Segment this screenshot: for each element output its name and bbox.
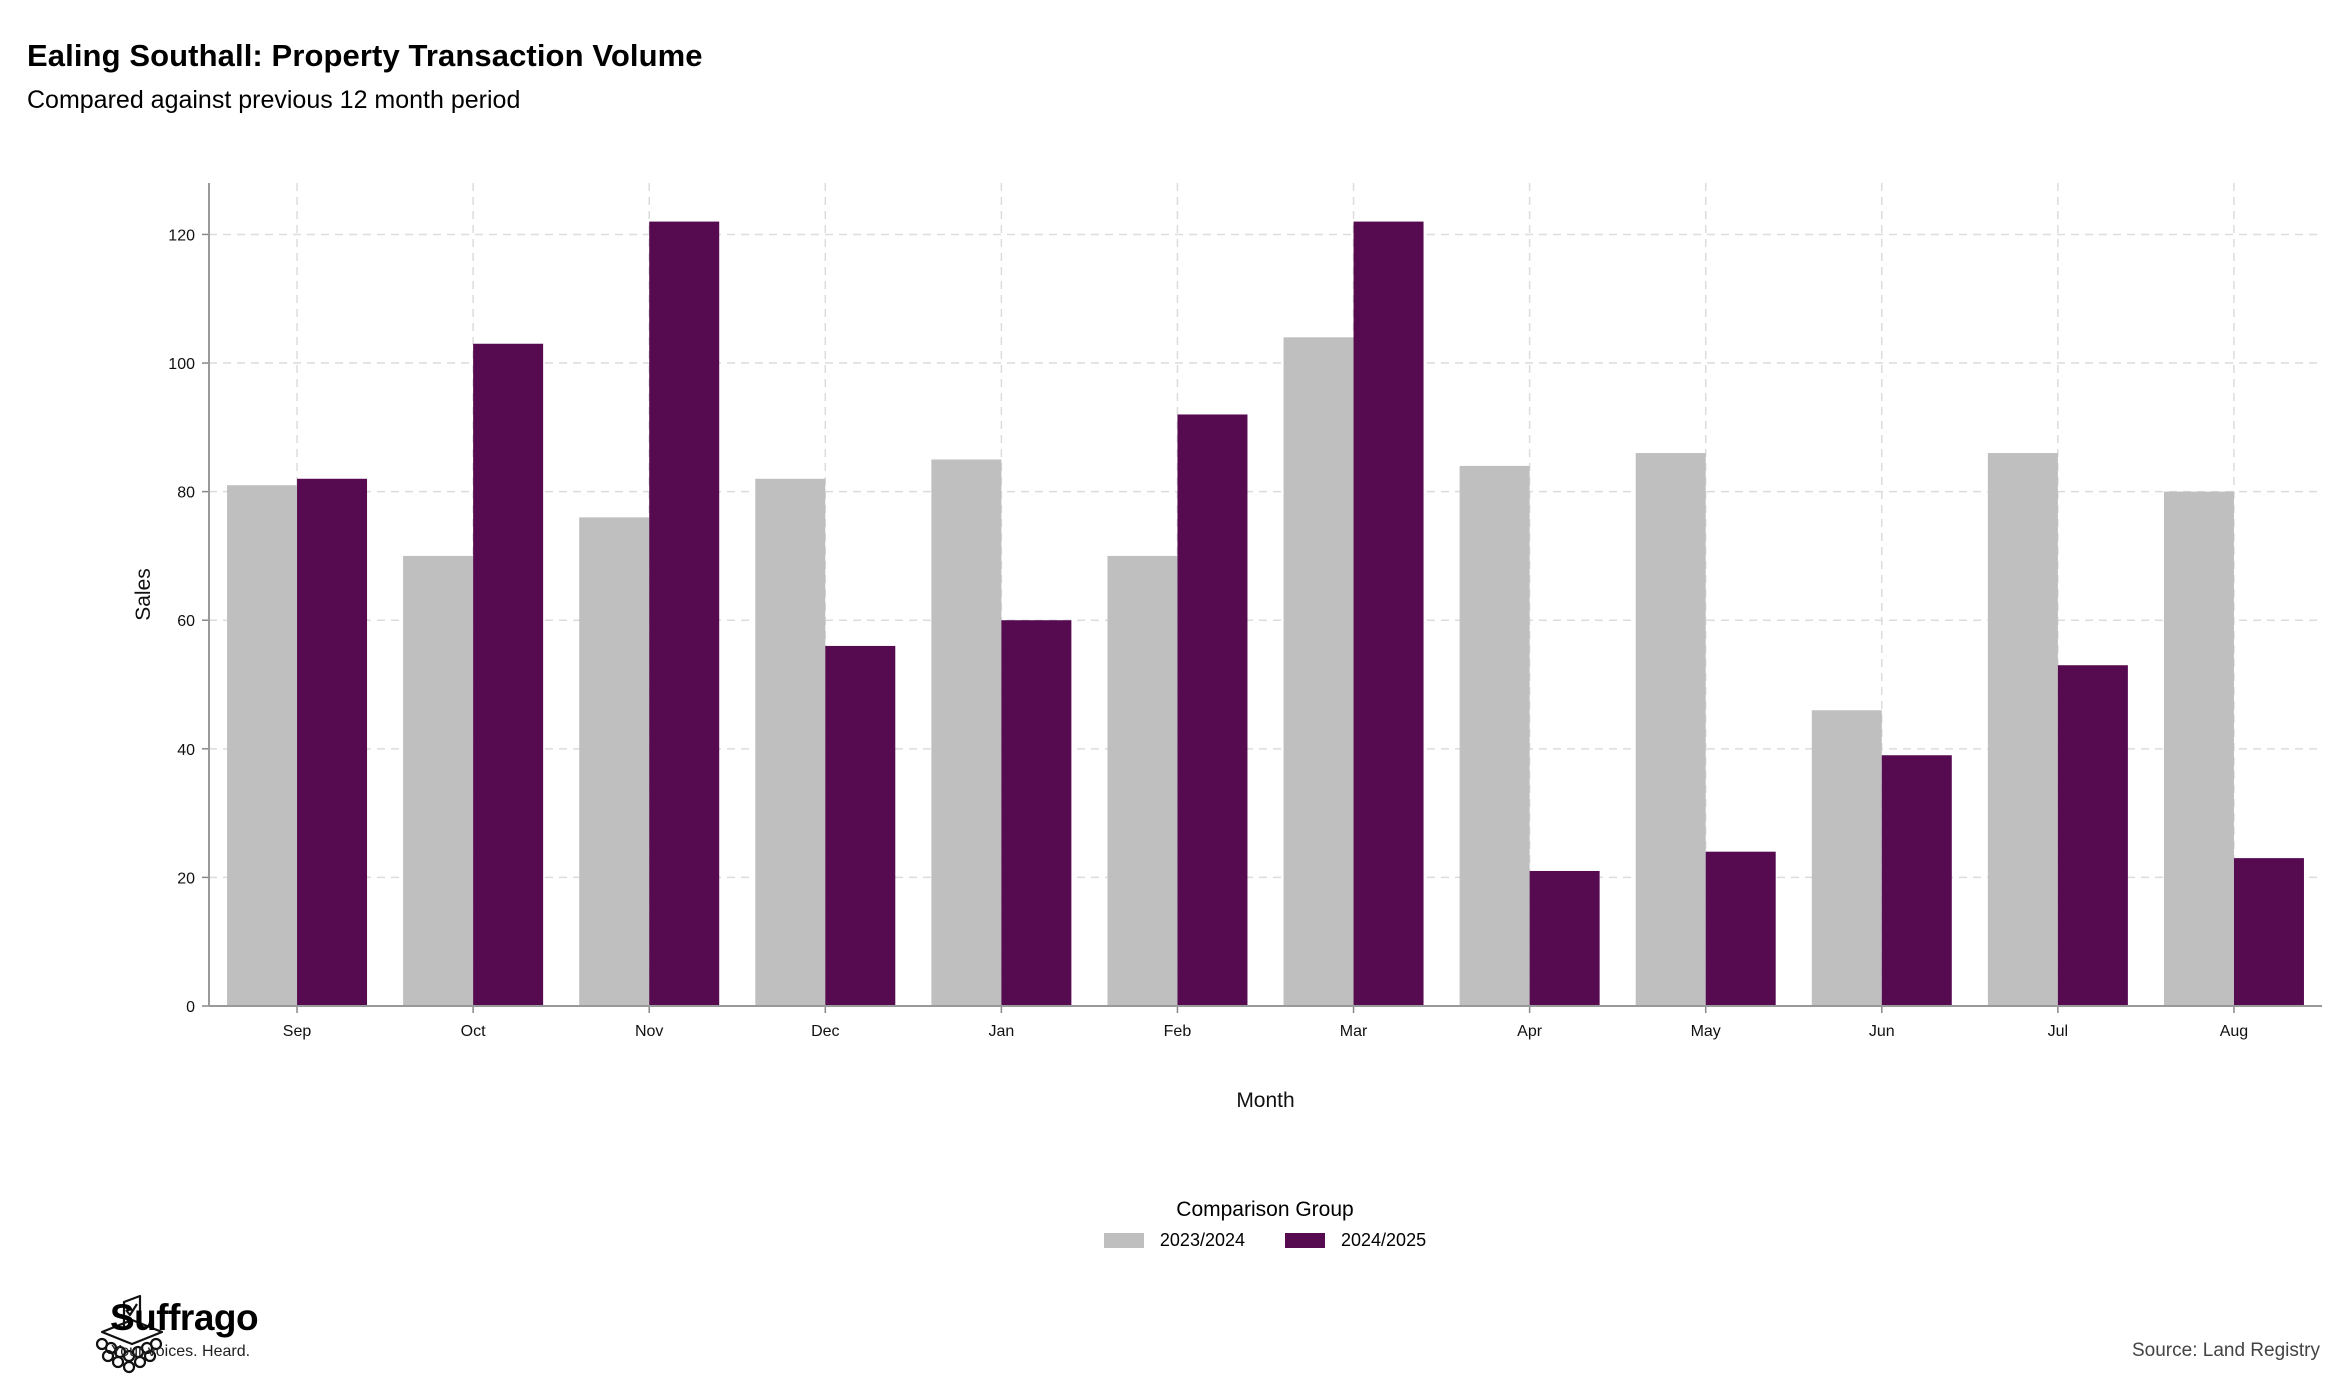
bar-2023-2024-nov (579, 517, 650, 1006)
x-tick-label: Dec (811, 1023, 839, 1040)
bar-2024-2025-apr (1529, 870, 1600, 1006)
bar-2023-2024-feb (1107, 555, 1178, 1006)
bar-2024-2025-mar (1353, 221, 1424, 1006)
bar-2024-2025-dec (825, 645, 896, 1006)
y-tick-label: 120 (168, 227, 195, 244)
bar-2024-2025-jul (2057, 665, 2128, 1006)
source-note: Source: Land Registry (2132, 1340, 2320, 1361)
legend-swatch (1285, 1233, 1325, 1248)
bar-2024-2025-oct (473, 343, 544, 1006)
bar-2024-2025-may (1705, 851, 1776, 1006)
bar-2023-2024-mar (1283, 337, 1354, 1006)
x-tick-label: May (1691, 1023, 1721, 1040)
bar-2023-2024-apr (1459, 465, 1530, 1006)
bar-2024-2025-jun (1881, 755, 1952, 1006)
y-tick-label: 60 (177, 613, 195, 630)
x-tick-label: Jul (2048, 1023, 2068, 1040)
bar-2023-2024-jan (931, 459, 1002, 1006)
bar-2023-2024-may (1635, 453, 1706, 1006)
y-tick-label: 40 (177, 742, 195, 759)
bar-2023-2024-sep (227, 485, 298, 1006)
bar-2023-2024-oct (403, 555, 474, 1006)
x-tick-label: Jan (988, 1023, 1014, 1040)
y-tick-label: 0 (186, 999, 195, 1016)
x-tick-label: Apr (1517, 1023, 1543, 1040)
bar-2023-2024-dec (755, 478, 826, 1006)
legend-item-2023-2024: 2023/2024 (1103, 1230, 1245, 1251)
bar-2024-2025-sep (297, 478, 368, 1006)
x-tick-label: Sep (283, 1023, 312, 1040)
ballot-box-icon (95, 1294, 164, 1374)
x-tick-label: Aug (2220, 1023, 2248, 1040)
x-tick-label: Mar (1340, 1023, 1368, 1040)
x-axis-title: Month (1236, 1089, 1294, 1112)
brand-tagline: Your voices. Heard. (111, 1343, 251, 1360)
x-tick-label: Oct (461, 1023, 486, 1040)
y-tick-label: 80 (177, 485, 195, 502)
legend: Comparison Group 2023/2024 2024/2025 (0, 1198, 2334, 1253)
y-axis-title: Sales (132, 568, 155, 621)
legend-label: 2023/2024 (1159, 1230, 1245, 1250)
bar-2023-2024-jul (1987, 453, 2058, 1006)
bar-2024-2025-aug (2233, 858, 2304, 1006)
x-tick-label: Nov (635, 1023, 663, 1040)
bar-2023-2024-jun (1811, 710, 1882, 1006)
brand-name: Suffrago (110, 1297, 259, 1338)
bars (227, 221, 2304, 1006)
bar-2024-2025-nov (649, 221, 720, 1006)
chart-subtitle: Compared against previous 12 month perio… (27, 86, 521, 114)
bar-2023-2024-aug (2163, 491, 2234, 1006)
axes (202, 183, 2322, 1013)
tick-labels: 0 20 40 60 80 100 120 Sep Oct Nov Dec Jan Feb Mar Apr M… (168, 227, 2248, 1040)
y-tick-label: 100 (168, 356, 195, 373)
bar-chart: 0 20 40 60 80 100 120 Sep Oct Nov Dec Jan Feb Mar Apr M… (132, 183, 2322, 1112)
legend-title: Comparison Group (1176, 1198, 1354, 1221)
bar-2024-2025-jan (1001, 620, 1072, 1006)
legend-item-2024-2025: 2024/2025 (1285, 1230, 1426, 1251)
legend-label: 2024/2025 (1341, 1230, 1427, 1250)
y-tick-label: 20 (177, 870, 195, 887)
legend-swatch (1103, 1233, 1144, 1248)
chart-title: Ealing Southall: Property Transaction Vo… (27, 38, 703, 73)
bar-2024-2025-feb (1177, 414, 1248, 1006)
x-tick-label: Feb (1164, 1023, 1192, 1040)
x-tick-label: Jun (1869, 1023, 1895, 1040)
